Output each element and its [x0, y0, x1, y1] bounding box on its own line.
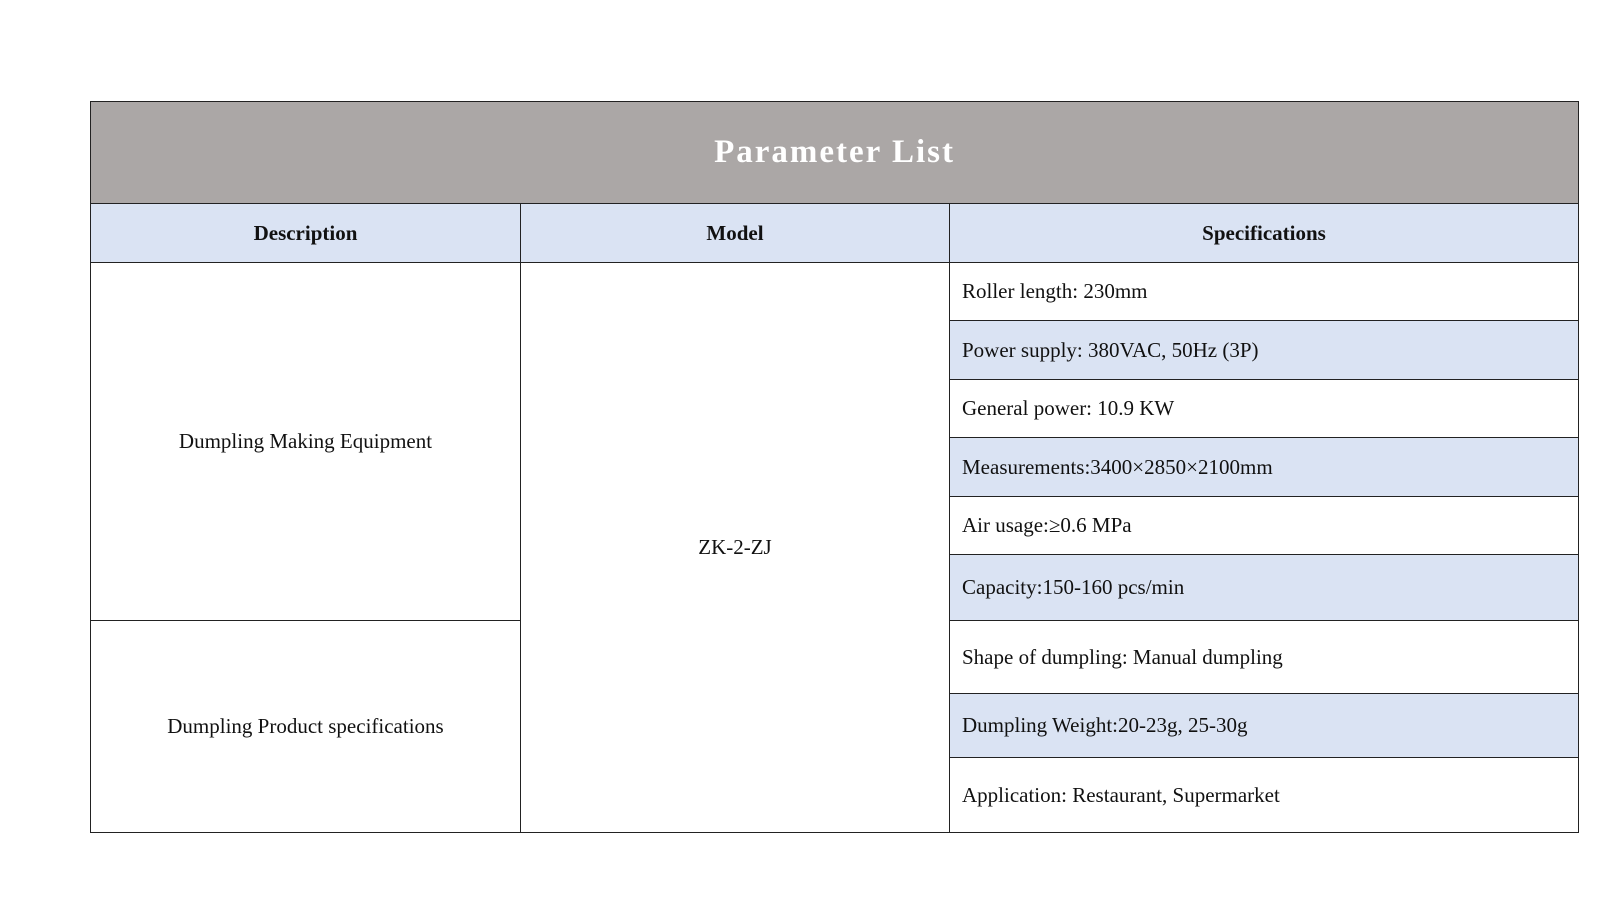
spec-row: Air usage:≥0.6 MPa	[948, 496, 1580, 555]
description-cell: Dumpling Making Equipment	[90, 262, 521, 621]
spec-row: Dumpling Weight:20-23g, 25-30g	[948, 693, 1580, 758]
model-cell: ZK-2-ZJ	[520, 262, 950, 833]
parameter-table: Parameter List Description Model Specifi…	[89, 101, 1580, 833]
table-title: Parameter List	[89, 101, 1580, 204]
header-description: Description	[90, 203, 521, 263]
spec-row: Measurements:3400×2850×2100mm	[948, 437, 1580, 497]
spec-row: General power: 10.9 KW	[948, 379, 1580, 438]
spec-row: Capacity:150-160 pcs/min	[948, 554, 1580, 621]
header-specifications: Specifications	[948, 203, 1580, 263]
spec-row: Power supply: 380VAC, 50Hz (3P)	[948, 320, 1580, 380]
spec-row: Application: Restaurant, Supermarket	[948, 757, 1580, 833]
spec-row: Shape of dumpling: Manual dumpling	[948, 620, 1580, 694]
header-model: Model	[520, 203, 950, 263]
spec-row: Roller length: 230mm	[948, 262, 1580, 321]
description-cell: Dumpling Product specifications	[90, 620, 521, 833]
